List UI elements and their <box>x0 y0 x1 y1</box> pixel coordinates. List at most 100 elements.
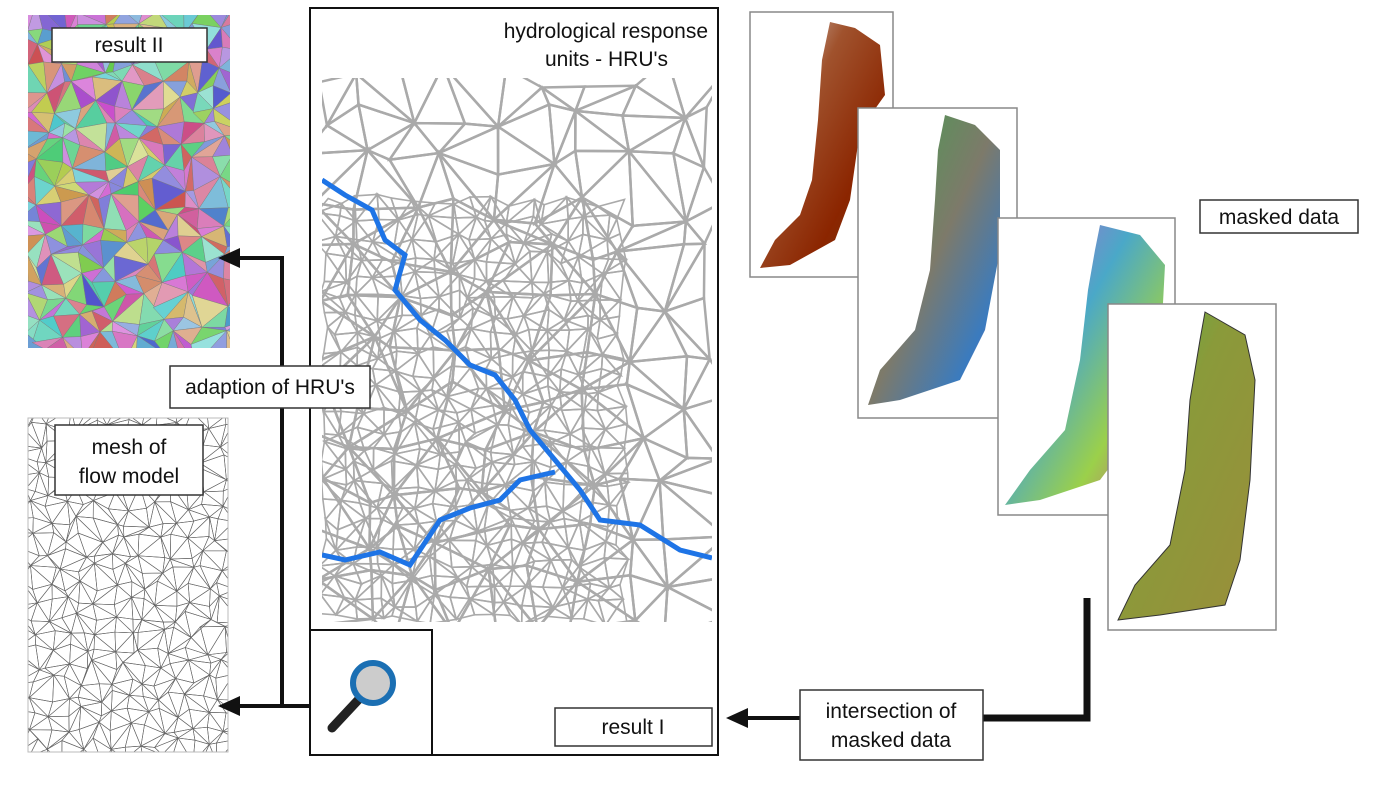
mesh-cell <box>132 589 145 598</box>
mesh-cell <box>94 554 113 570</box>
mesh-cell <box>103 525 119 543</box>
mesh-cell <box>62 597 77 618</box>
mosaic-cell <box>225 306 244 327</box>
mesh-cell <box>217 583 236 596</box>
mesh-cell <box>221 659 236 674</box>
mesh-cell <box>45 650 70 668</box>
mesh-cell <box>142 414 157 425</box>
hru-title: hydrological response <box>504 20 708 43</box>
mesh-cell <box>142 407 157 425</box>
mesh-cell <box>202 492 224 506</box>
mesh-cell <box>107 415 129 425</box>
mesh-cell <box>222 567 239 589</box>
mesh-cell <box>161 537 170 559</box>
mesh-cell <box>46 405 71 424</box>
mesh-cell <box>131 723 144 746</box>
mesh-cell <box>158 700 178 718</box>
mesh-cell <box>170 559 193 567</box>
mesh-cell <box>223 713 242 732</box>
mesh-cell <box>15 682 33 698</box>
mesh-cell <box>66 542 87 557</box>
mesh-cell <box>217 622 241 627</box>
mesh-cell <box>170 538 192 559</box>
mesh-cell <box>133 619 142 633</box>
mesh-cell <box>210 506 224 519</box>
mesh-cell <box>35 635 53 650</box>
mesh-cell <box>125 723 141 747</box>
mesh-cell <box>125 563 144 589</box>
mesh-cell <box>128 508 149 527</box>
mesh-cell <box>124 534 139 556</box>
mesh-cell <box>133 620 142 633</box>
mesh-cell <box>146 502 154 527</box>
mosaic-cell <box>228 283 248 306</box>
mesh-cell <box>33 533 48 556</box>
mesh-cell <box>110 711 131 731</box>
mesh-cell <box>113 537 131 557</box>
mesh-cell <box>93 585 118 605</box>
mesh-cell <box>200 463 226 480</box>
mesh-cell <box>193 740 209 763</box>
mesh-cell <box>174 729 193 738</box>
mesh-cell <box>15 683 29 697</box>
connector <box>983 598 1087 718</box>
mesh-cell <box>207 712 223 731</box>
mesh-cell <box>161 534 171 559</box>
mesh-cell <box>193 744 209 762</box>
mesh-cell <box>189 660 210 683</box>
diagram: result II mesh of flow model hydrologica… <box>0 0 1376 785</box>
mesh-cell <box>177 591 190 606</box>
mesh-cell <box>210 571 222 589</box>
mesh-cell <box>203 536 215 550</box>
mesh-cell <box>184 675 209 696</box>
mesh-cell <box>225 622 241 633</box>
mesh-cell <box>178 694 189 717</box>
mesh-cell <box>29 713 48 730</box>
mesh-cell <box>155 605 176 622</box>
mesh-cell <box>15 645 39 670</box>
mesh-cell <box>107 405 128 425</box>
mesh-cell <box>189 709 209 728</box>
mesh-cell <box>93 518 117 542</box>
mesh-cell <box>155 591 177 606</box>
mesh-cell <box>190 589 211 607</box>
mesh-cell <box>217 596 241 623</box>
mesh-cell <box>70 651 88 668</box>
mesh-cell <box>145 581 158 605</box>
mesh-cell <box>76 501 93 518</box>
mesh-cell <box>145 573 163 589</box>
mesh-cell <box>168 678 184 694</box>
mesh-cell <box>226 416 233 425</box>
mesh-cell <box>124 537 138 557</box>
mesh-cell <box>170 660 188 678</box>
mesh-cell <box>132 582 145 598</box>
mesh-cell <box>128 407 146 425</box>
arrowhead <box>726 708 748 728</box>
mesh-cell <box>116 597 132 619</box>
mesh-cell <box>174 407 191 422</box>
mesh-cell <box>81 660 99 686</box>
mesh-cell <box>138 650 161 668</box>
mesh-cell <box>208 626 227 654</box>
mesh-cell <box>67 501 76 524</box>
mesh-cell <box>52 501 70 524</box>
mesh-cell <box>204 480 227 492</box>
mesh-cell <box>30 566 52 590</box>
mesh-cell <box>138 534 161 556</box>
mesh-cell <box>29 739 47 756</box>
mesh-cell <box>193 712 209 728</box>
mesh-cell <box>203 429 220 448</box>
mesh-cell <box>142 668 161 686</box>
mesh-cell <box>36 645 54 670</box>
mesh-cell <box>133 633 137 653</box>
mesh-cell <box>226 414 233 424</box>
mesh-cell <box>47 741 62 765</box>
mesh-cell <box>17 693 29 710</box>
mesh-cell <box>215 541 238 560</box>
mesh-cell <box>102 684 113 702</box>
mesh-cell <box>113 554 126 570</box>
mesh-cell <box>185 603 211 620</box>
mesh-cell <box>171 523 188 538</box>
mesh-cell <box>158 629 169 653</box>
mesh-cell <box>18 518 34 534</box>
